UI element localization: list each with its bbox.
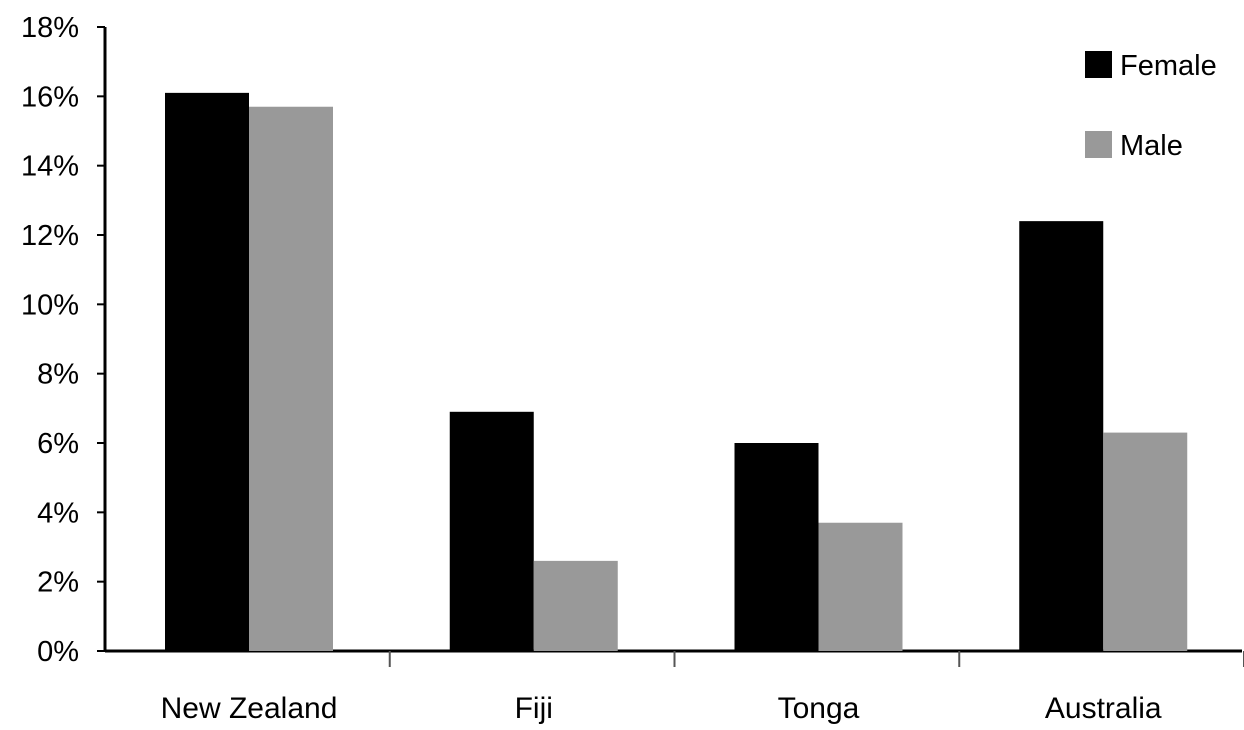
y-tick-label: 14% bbox=[21, 151, 79, 183]
tick-labels: 0% 2% 4% 6% 8% 10% 12% 14% 16% 18% New Zealand Fiji… bbox=[21, 12, 1162, 725]
bar-female-australia bbox=[1019, 221, 1104, 651]
y-tick-label: 12% bbox=[21, 220, 79, 252]
x-tick-label: Tonga bbox=[778, 692, 860, 725]
x-tick-label: Australia bbox=[1045, 692, 1162, 725]
y-tick-label: 8% bbox=[37, 359, 79, 391]
legend-label-male: Male bbox=[1120, 130, 1183, 162]
y-tick-label: 2% bbox=[37, 567, 79, 599]
legend-label-female: Female bbox=[1120, 50, 1217, 82]
bar-male-australia bbox=[1103, 432, 1188, 651]
legend-swatch-female bbox=[1085, 51, 1112, 78]
x-tick-label: Fiji bbox=[515, 692, 553, 725]
bar-male-fiji bbox=[533, 560, 618, 651]
bar-male-tonga bbox=[818, 522, 903, 651]
bar-female-tonga bbox=[734, 443, 819, 651]
y-tick-label: 0% bbox=[37, 636, 79, 668]
bar-female-fiji bbox=[449, 411, 534, 651]
y-tick-label: 16% bbox=[21, 81, 79, 113]
legend-swatch-male bbox=[1085, 131, 1112, 158]
y-tick-label: 6% bbox=[37, 428, 79, 460]
y-tick-label: 10% bbox=[21, 289, 79, 321]
bar-female-new-zealand bbox=[165, 92, 249, 651]
x-tick-label: New Zealand bbox=[161, 692, 338, 725]
y-tick-label: 18% bbox=[21, 12, 79, 44]
legend: Female Male bbox=[1085, 50, 1217, 162]
y-tick-label: 4% bbox=[37, 497, 79, 529]
bars bbox=[165, 92, 1188, 651]
bar-male-new-zealand bbox=[249, 106, 333, 651]
